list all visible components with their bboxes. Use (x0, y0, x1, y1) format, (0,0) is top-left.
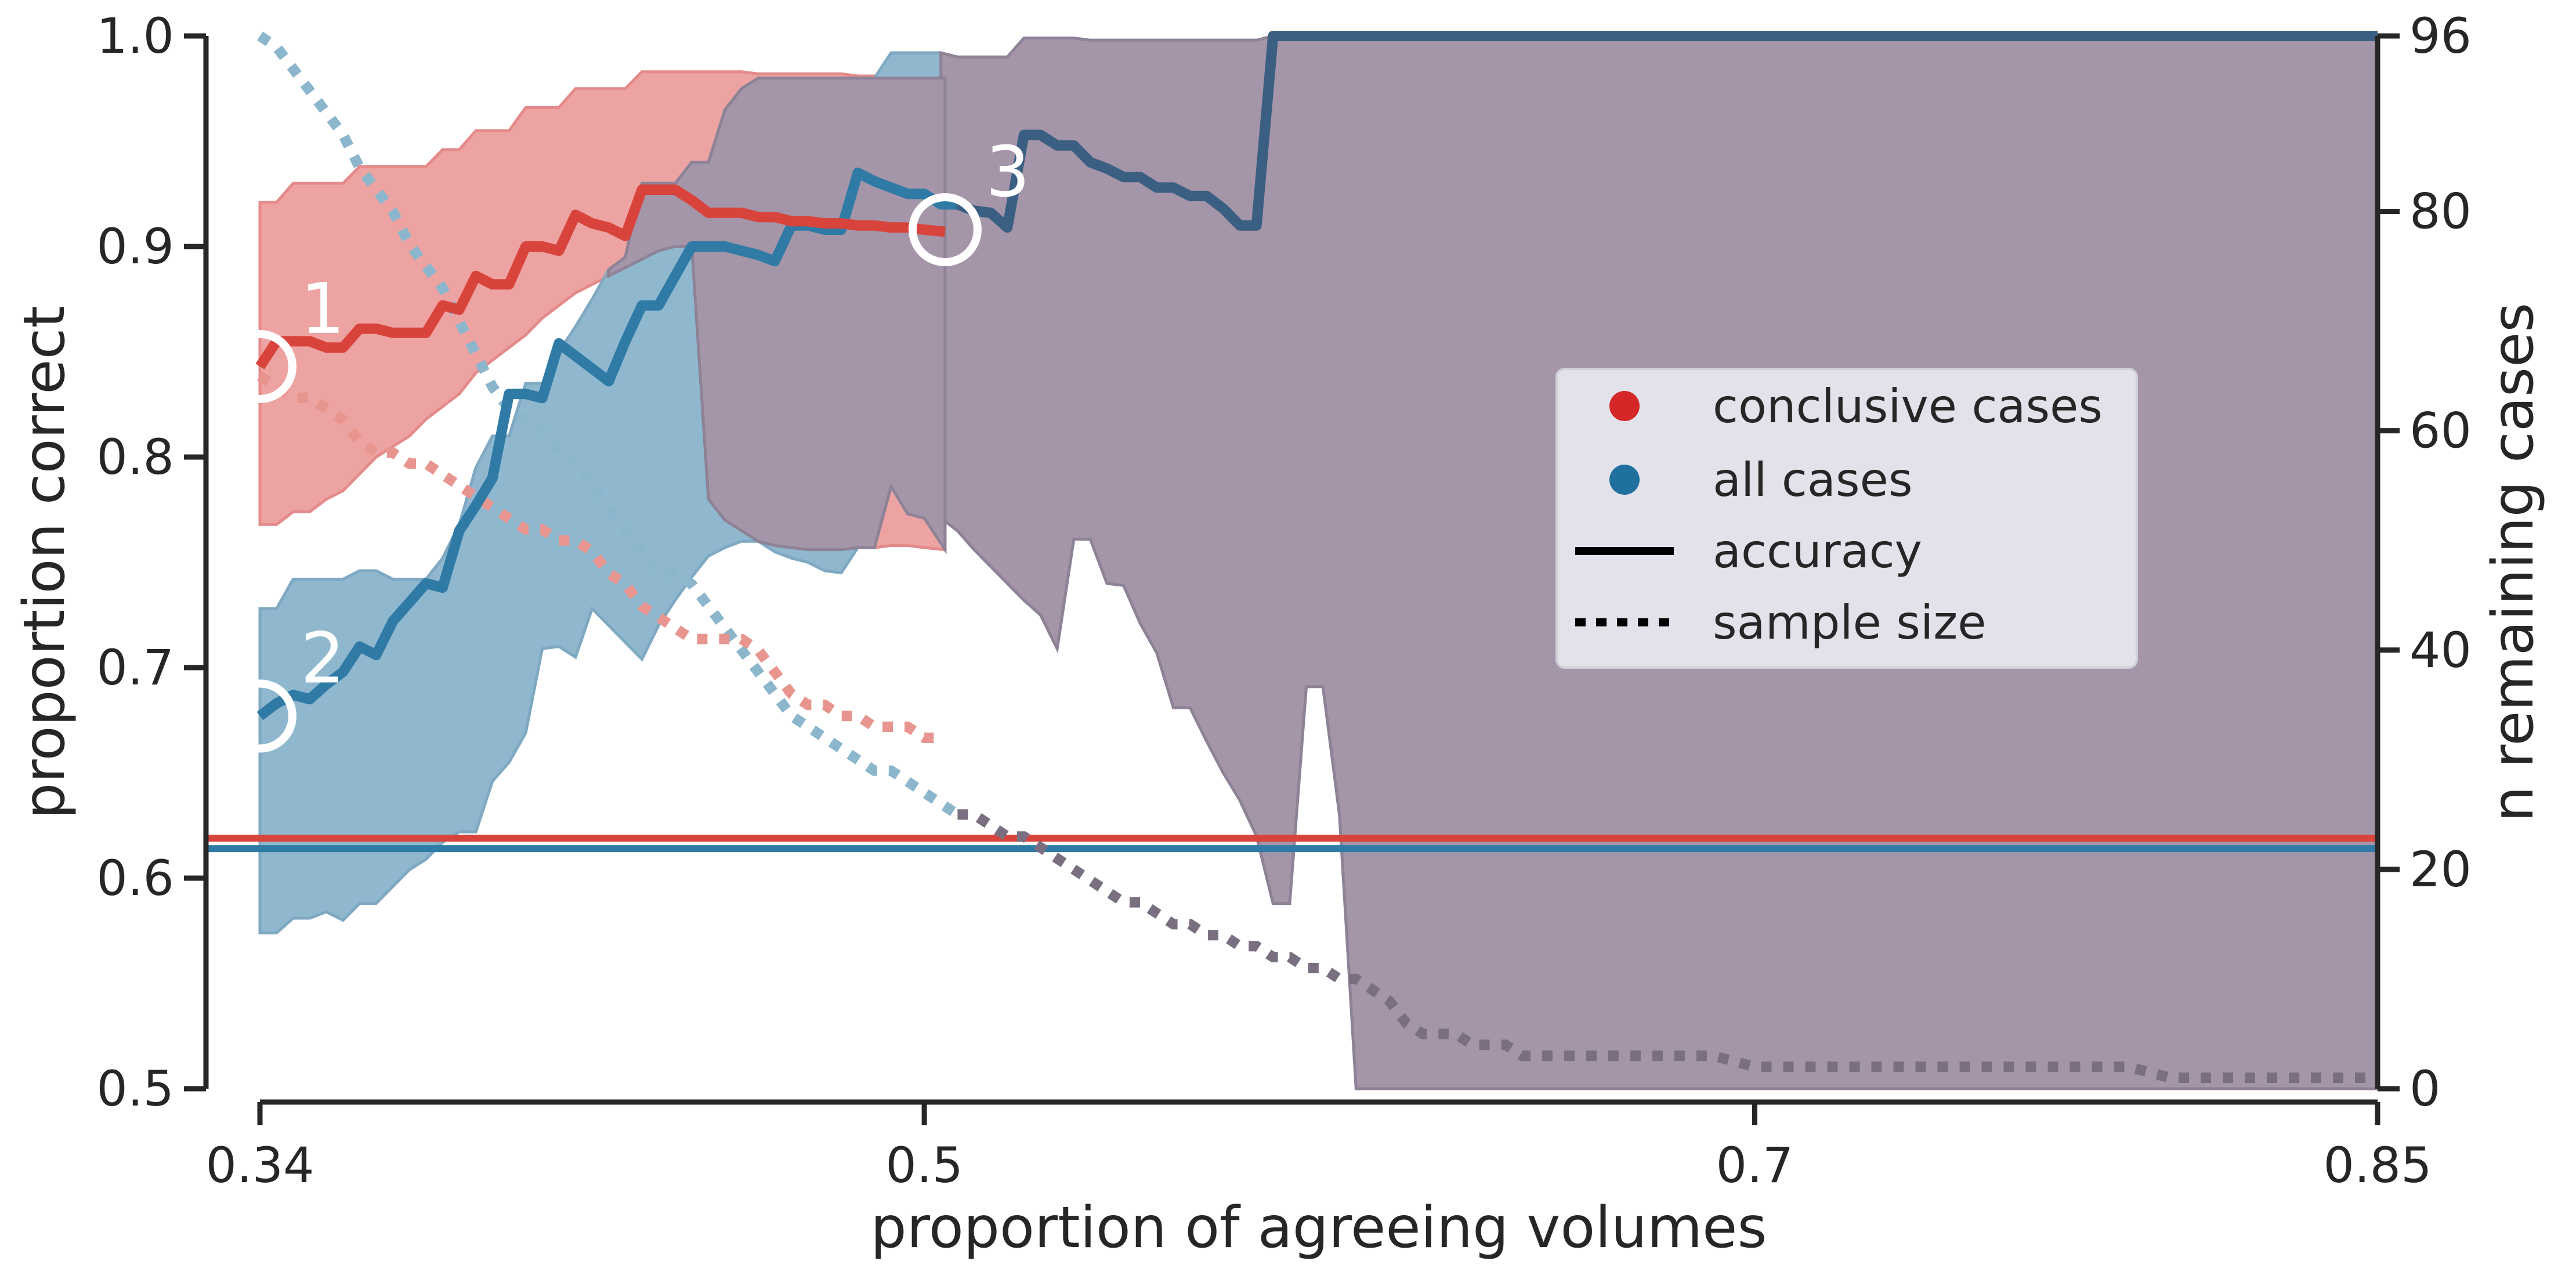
legend-label-accuracy: accuracy (1713, 524, 1922, 578)
y-tick-label: 1.0 (96, 8, 174, 64)
accuracy-lines (255, 31, 2378, 720)
legend-frame (1555, 368, 2138, 669)
y2-tick-label: 60 (2409, 403, 2472, 459)
y-tick-label: 0.5 (96, 1060, 174, 1117)
annotation-label-1: 1 (301, 269, 345, 350)
legend-marker-all (1609, 465, 1640, 495)
annotation-circle-2 (223, 679, 297, 753)
y-axis-label: proportion correct (12, 306, 78, 819)
baseline-lines (206, 835, 2378, 853)
x-tick-label: 0.34 (206, 1137, 314, 1194)
sample-size-lines (257, 31, 2378, 1083)
legend-marker-conclusive (1609, 391, 1640, 421)
accuracy-line-all-left (256, 167, 958, 720)
y-tick-label: 0.6 (96, 850, 174, 907)
y2-tick-label: 0 (2409, 1060, 2440, 1117)
sample-line-all-right (957, 809, 2378, 1083)
sample-line-conclusive (257, 371, 945, 743)
x-tick-label: 0.7 (1716, 1137, 1794, 1194)
y2-tick-label: 96 (2409, 8, 2472, 64)
legend-label-conclusive: conclusive cases (1713, 379, 2103, 433)
y2-tick-label: 40 (2409, 622, 2472, 679)
annotation-label-3: 3 (986, 132, 1030, 213)
x-tick-label: 0.5 (885, 1137, 963, 1194)
legend-label-all: all cases (1713, 453, 1913, 507)
y2-tick-label: 20 (2409, 841, 2472, 898)
y-tick-label: 0.8 (96, 429, 174, 485)
x-tick-label: 0.85 (2323, 1137, 2432, 1194)
y2-tick-label: 80 (2409, 183, 2472, 240)
annotation-circle-3 (908, 193, 982, 266)
y2-axis-label: n remaining cases (2480, 303, 2546, 822)
y-tick-label: 0.9 (96, 218, 174, 275)
legend-label-sample-size: sample size (1713, 596, 1986, 650)
x-axis-label: proportion of agreeing volumes (871, 1195, 1767, 1261)
accuracy-line-all-right (956, 31, 2378, 233)
annotation-circle-1 (223, 329, 297, 403)
accuracy-line-conclusive (255, 184, 946, 369)
annotations: 1 2 3 (223, 132, 1030, 753)
annotation-label-2: 2 (301, 618, 345, 699)
y-tick-label: 0.7 (96, 639, 174, 696)
legend: conclusive cases all cases accuracy samp… (1555, 368, 2138, 669)
axes: 0.34 0.5 0.7 0.85 0.5 0.6 0.7 0.8 0.9 1.0 0 20 40 60 8… (96, 8, 2471, 1194)
